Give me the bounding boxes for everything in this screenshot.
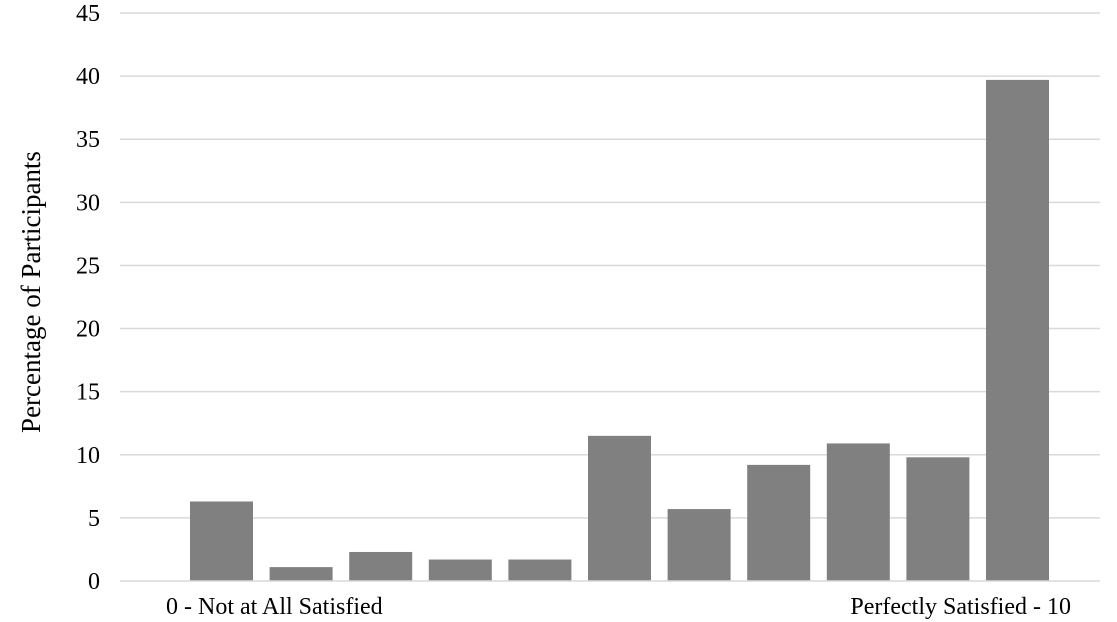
bars bbox=[190, 79, 1049, 582]
y-tick-label: 30 bbox=[76, 190, 100, 216]
y-tick-label: 0 bbox=[88, 569, 100, 595]
bar-3 bbox=[428, 559, 492, 581]
y-tick-label: 10 bbox=[76, 443, 100, 469]
y-tick-label: 25 bbox=[76, 253, 100, 279]
bar-8 bbox=[826, 443, 890, 581]
x-category-label-first: 0 - Not at All Satisfied bbox=[166, 594, 383, 620]
bar-1 bbox=[269, 567, 333, 581]
bar-2 bbox=[349, 551, 413, 581]
y-tick-label: 15 bbox=[76, 380, 100, 406]
y-tick-label: 40 bbox=[76, 64, 100, 90]
bar-5 bbox=[588, 435, 651, 581]
bar-0 bbox=[190, 501, 253, 581]
y-tick-label: 5 bbox=[88, 506, 100, 532]
bar-9 bbox=[906, 457, 970, 581]
bar-10 bbox=[986, 79, 1049, 582]
y-tick-label: 20 bbox=[76, 317, 100, 343]
x-category-label-last: Perfectly Satisfied - 10 bbox=[850, 594, 1071, 620]
y-tick-label: 35 bbox=[76, 127, 100, 153]
bar-4 bbox=[508, 559, 572, 581]
gridlines bbox=[120, 12, 1100, 519]
y-tick-label: 45 bbox=[76, 1, 100, 27]
y-axis-ticks: 0 5 10 15 20 25 30 35 40 45 bbox=[76, 1, 100, 595]
bar-6 bbox=[667, 509, 731, 581]
y-axis-title: Percentage of Participants bbox=[16, 151, 46, 433]
bar-7 bbox=[747, 464, 811, 581]
